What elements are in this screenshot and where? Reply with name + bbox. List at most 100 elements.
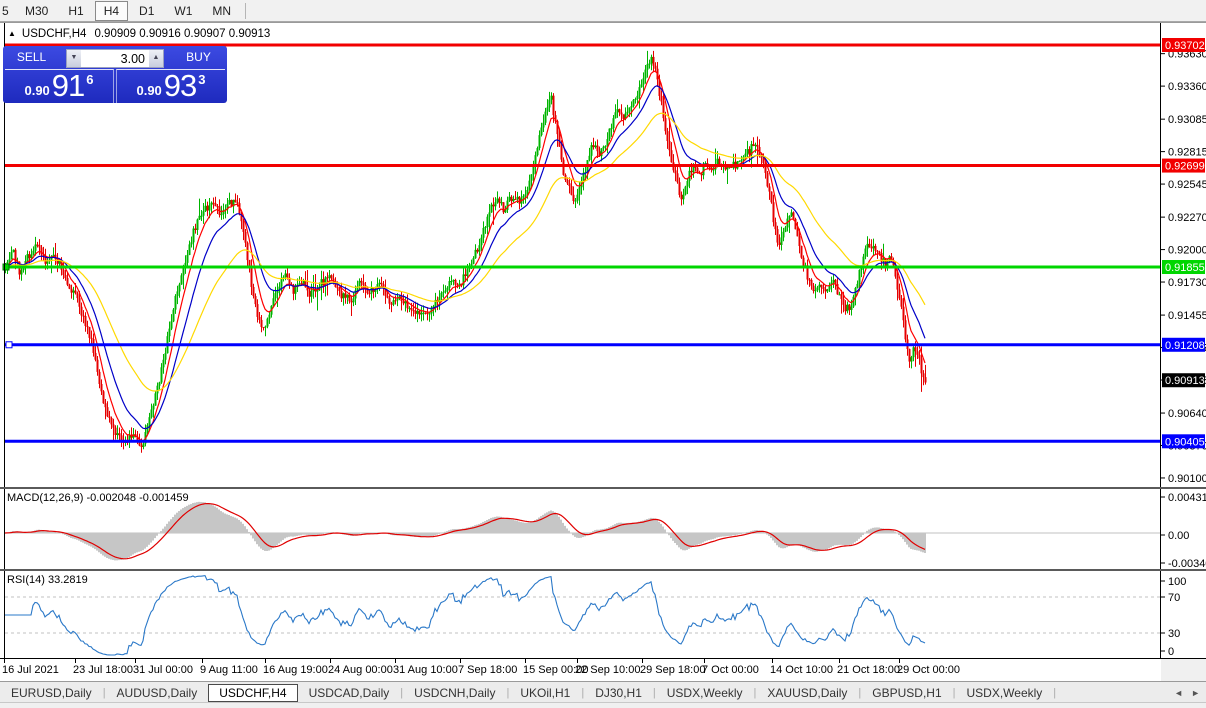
timeframe-button-mn[interactable]: MN — [212, 3, 232, 18]
time-label: 7 Oct 00:00 — [702, 664, 759, 676]
time-tick — [265, 659, 266, 663]
timeframe-button-d1[interactable]: D1 — [139, 3, 155, 18]
timeframe-button-5[interactable]: 5 — [2, 3, 9, 18]
volume-decrease-icon[interactable]: ▼ — [67, 50, 81, 67]
time-label: 21 Oct 18:00 — [837, 664, 900, 676]
macd-canvas: 0.00431 0.00 -0.003405 — [0, 489, 1206, 569]
sell-button[interactable]: SELL — [16, 50, 47, 64]
time-label: 7 Sep 18:00 — [458, 664, 518, 676]
time-tick — [525, 659, 526, 663]
level-price-box — [1162, 158, 1205, 173]
chart-tab-usdchf-h4[interactable]: USDCHF,H4 — [208, 683, 298, 702]
macd-axis-label: 0.00431 — [1168, 492, 1206, 504]
time-label: 15 Sep 00:00 — [523, 664, 589, 676]
volume-increase-icon[interactable]: ▲ — [149, 50, 163, 67]
collapse-icon[interactable]: ▲ — [8, 29, 16, 38]
chart-tab-eurusd-daily[interactable]: EURUSD,Daily — [11, 685, 92, 700]
symbol-label: USDCHF,H4 — [21, 28, 87, 40]
time-tick — [460, 659, 461, 663]
macd-histogram — [6, 501, 926, 561]
tab-separator: | — [581, 686, 585, 699]
time-tick — [577, 659, 578, 663]
hline-handle-0.91208[interactable] — [5, 341, 13, 349]
price-tick: 0.92545 — [1168, 179, 1206, 191]
macd-signal-line — [4, 503, 926, 560]
level-price-text: 0.93702 — [1165, 40, 1205, 52]
status-strip — [0, 702, 1206, 708]
tab-nav-right-icon[interactable]: ► — [1191, 687, 1200, 698]
buy-price-big: 93 — [163, 68, 197, 103]
level-price-box — [1162, 38, 1205, 52]
ohlc-values: 0.90909 0.90916 0.90907 0.90913 — [94, 28, 271, 40]
current-price-box — [1162, 373, 1205, 388]
time-label: 9 Aug 11:00 — [200, 664, 258, 676]
candles-layer — [5, 50, 927, 453]
ma-line-8 — [5, 70, 926, 442]
time-label: 29 Sep 18:00 — [640, 664, 706, 676]
price-tick: 0.92270 — [1168, 212, 1206, 224]
timeframe-button-h1[interactable]: H1 — [68, 3, 84, 18]
timeframe-button-m30[interactable]: M30 — [25, 3, 49, 18]
rsi-window: RSI(14) 33.2819 100 70 30 0 — [0, 569, 1206, 660]
chart-tab-dj30-h1[interactable]: DJ30,H1 — [595, 685, 642, 700]
level-price-text: 0.92699 — [1165, 161, 1205, 173]
level-price-box — [1162, 434, 1205, 449]
toolbar-separator — [245, 2, 247, 19]
macd-axis-label: -0.003405 — [1168, 558, 1206, 569]
chart-tab-audusd-daily[interactable]: AUDUSD,Daily — [116, 685, 198, 700]
buy-button[interactable]: BUY — [186, 50, 211, 64]
buy-price-button[interactable]: 0.90 93 3 — [116, 69, 225, 103]
time-tick — [772, 659, 773, 663]
tab-separator: | — [1053, 686, 1057, 699]
rsi-axis-label: 0 — [1168, 646, 1174, 658]
chart-tab-ukoil-h1[interactable]: UKOil,H1 — [520, 685, 571, 700]
tab-separator: | — [506, 686, 510, 699]
price-tick: 0.92815 — [1168, 147, 1206, 159]
level-price-box — [1162, 260, 1205, 275]
time-label: 31 Aug 10:00 — [393, 664, 458, 676]
time-axis: 16 Jul 2021 23 Jul 18:00 31 Jul 00:00 9 Aug… — [0, 658, 1206, 682]
chart-tab-usdcad-daily[interactable]: USDCAD,Daily — [308, 685, 390, 700]
price-tick: 0.93085 — [1168, 114, 1206, 126]
time-tick — [839, 659, 840, 663]
rsi-canvas: 100 70 30 0 — [0, 571, 1206, 658]
volume-input[interactable] — [81, 50, 149, 67]
tab-separator: | — [952, 686, 956, 699]
main-chart-window: ▲ USDCHF,H4 0.90909 0.90916 0.90907 0.9091… — [0, 22, 1206, 488]
chart-tab-usdcnh-daily[interactable]: USDCNH,Daily — [414, 685, 496, 700]
ma-line-18 — [5, 85, 926, 430]
macd-window: MACD(12,26,9) -0.002048 -0.001459 0.0043… — [0, 487, 1206, 571]
macd-axis-label: 0.00 — [1168, 530, 1189, 542]
chart-tab-xauusd-daily[interactable]: XAUUSD,Daily — [767, 685, 848, 700]
level-price-text: 0.91855 — [1165, 262, 1205, 274]
time-label: 29 Oct 00:00 — [897, 664, 960, 676]
tab-separator: | — [102, 686, 106, 699]
time-tick — [704, 659, 705, 663]
one-click-trade-panel: SELL ▼ ▲ BUY 0.90 91 6 0.90 93 3 — [3, 46, 227, 103]
tab-separator: | — [652, 686, 656, 699]
price-tick: 0.93360 — [1168, 81, 1206, 93]
chart-tab-gbpusd-h1[interactable]: GBPUSD,H1 — [872, 685, 942, 700]
timeframe-toolbar: 5 M30 H1 H4 D1 W1 MN — [0, 0, 1206, 22]
time-label: 16 Aug 19:00 — [263, 664, 328, 676]
tab-nav: ◄ ► — [1174, 688, 1200, 698]
tab-separator: | — [400, 686, 404, 699]
tab-separator: | — [858, 686, 862, 699]
level-price-text: 0.90405 — [1165, 436, 1205, 448]
volume-spinner: ▼ ▲ — [66, 49, 164, 68]
hline-handle-0.91855[interactable] — [2, 263, 10, 271]
timeframe-button-h4[interactable]: H4 — [94, 0, 129, 21]
timeframe-button-w1[interactable]: W1 — [174, 3, 193, 18]
rsi-line — [5, 574, 926, 656]
rsi-label: RSI(14) 33.2819 — [7, 574, 88, 586]
buy-price-prefix: 0.90 — [136, 83, 162, 98]
chart-tab-usdx-weekly[interactable]: USDX,Weekly — [666, 685, 743, 700]
sell-price-prefix: 0.90 — [24, 83, 50, 98]
tab-nav-left-icon[interactable]: ◄ — [1174, 687, 1184, 698]
chart-tab-usdx-weekly[interactable]: USDX,Weekly — [966, 685, 1043, 700]
macd-label: MACD(12,26,9) -0.002048 -0.001459 — [7, 492, 189, 504]
chart-tab-bar: EURUSD,Daily | AUDUSD,Daily USDCHF,H4 USDCAD… — [0, 681, 1206, 703]
price-tick: 0.91455 — [1168, 310, 1206, 322]
sell-price-big: 91 — [51, 68, 85, 103]
sell-price-button[interactable]: 0.90 91 6 — [5, 69, 114, 103]
